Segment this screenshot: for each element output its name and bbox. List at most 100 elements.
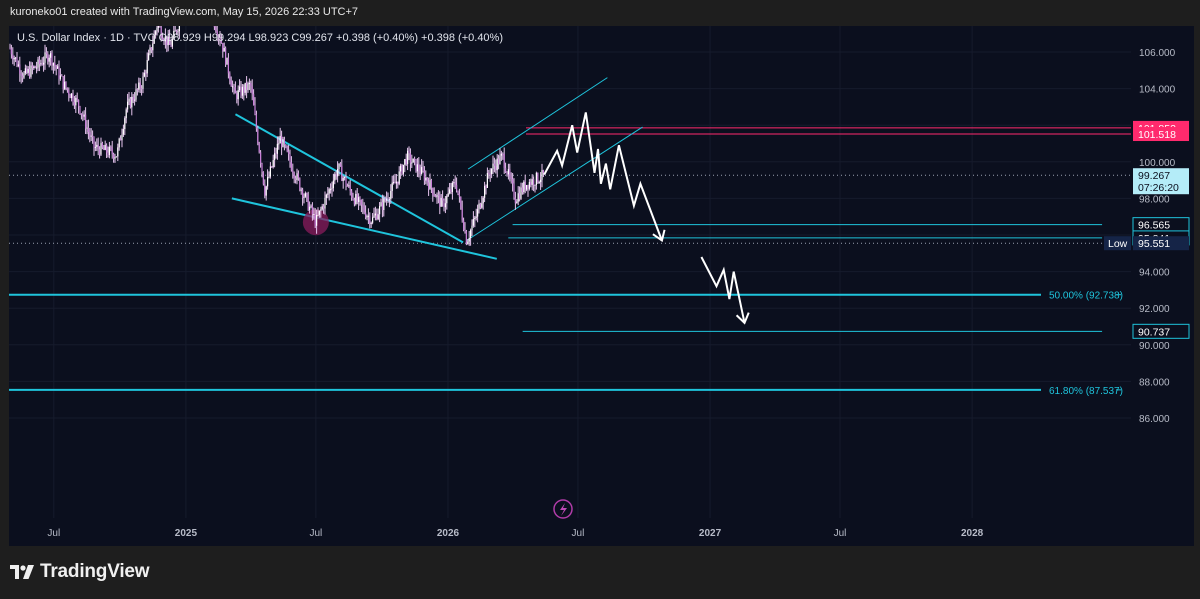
candle-body	[240, 86, 242, 96]
candle-body	[449, 189, 451, 194]
candle-body	[220, 41, 222, 44]
candle-body	[93, 136, 95, 148]
candle-body	[157, 26, 159, 28]
candle-body	[541, 170, 543, 180]
candle-body	[439, 195, 441, 207]
price-label: 101.518	[1138, 129, 1176, 141]
candle-body	[92, 135, 94, 137]
price-tag-box	[1104, 236, 1131, 251]
candle-body	[384, 198, 386, 201]
candle-body	[482, 197, 484, 204]
candle-body	[75, 97, 77, 106]
candle-body	[160, 26, 162, 38]
candle-body	[338, 163, 340, 170]
candle-body	[342, 177, 344, 181]
candle-body	[136, 89, 138, 91]
projection-path	[543, 112, 663, 241]
y-tick-label: 92.000	[1139, 304, 1170, 315]
candle-body	[407, 150, 409, 165]
projection-path-2-arrowhead	[735, 312, 750, 325]
y-tick-label: 94.000	[1139, 268, 1170, 279]
candle-body	[355, 193, 357, 205]
candle-body	[139, 82, 141, 89]
candle-body	[232, 86, 234, 88]
lightning-icon-ring	[553, 499, 573, 519]
candle-body	[167, 36, 169, 46]
candle-body	[520, 187, 522, 199]
candle-body	[540, 179, 542, 183]
candle-body	[335, 174, 337, 177]
lightning-icon-bolt	[560, 503, 567, 516]
candle-body	[390, 190, 392, 200]
footer: TradingView	[0, 546, 1200, 599]
candle-body	[436, 194, 438, 198]
chart-panel[interactable]: 50.00% (92.738) 61.80% (87.537) U.S. Dolla…	[9, 26, 1194, 546]
candle-body	[472, 219, 474, 226]
candle-body	[155, 31, 157, 35]
candle-body	[492, 163, 494, 169]
candle-body	[387, 198, 389, 201]
candle-body	[451, 182, 453, 192]
candle-body	[348, 185, 350, 187]
candle-body	[281, 135, 283, 148]
candle-body	[87, 127, 89, 133]
candle-body	[498, 158, 500, 165]
candle-body	[141, 88, 143, 90]
attribution-text: kuroneko01 created with TradingView.com,…	[10, 6, 359, 18]
candle-body	[36, 67, 38, 69]
candle-body	[481, 203, 483, 208]
price-chart[interactable]: 50.00% (92.738) 61.80% (87.537) U.S. Dolla…	[9, 26, 1194, 546]
candle-body	[43, 62, 45, 65]
candle-body	[513, 183, 515, 198]
candle-body	[26, 68, 28, 73]
candle-body	[261, 163, 263, 172]
candle-body	[397, 181, 399, 184]
candle-body	[72, 93, 74, 103]
candle-body	[527, 185, 529, 189]
candle-body	[443, 200, 445, 208]
candle-body	[121, 134, 123, 141]
candle-body	[55, 65, 57, 69]
candle-body	[391, 182, 393, 191]
candle-body	[94, 146, 96, 148]
candle-body	[247, 83, 249, 91]
candle-body	[99, 149, 101, 155]
candle-body	[107, 152, 109, 156]
candle-body	[150, 47, 152, 51]
y-tick-label: 98.000	[1139, 194, 1170, 205]
price-label: 95.551	[1138, 238, 1170, 250]
candle-body	[376, 213, 378, 220]
highlight-circle	[302, 209, 329, 236]
candle-body	[457, 190, 459, 194]
candle-body	[258, 143, 260, 153]
candle-body	[170, 44, 172, 47]
candle-body	[134, 99, 136, 101]
candle-body	[254, 105, 256, 115]
candle-body	[311, 205, 313, 215]
candle-body	[265, 186, 267, 196]
candle-body	[149, 47, 151, 54]
candle-body	[419, 171, 421, 174]
candle-body	[166, 36, 168, 46]
candle-body	[282, 139, 284, 148]
candle-body	[495, 165, 497, 171]
candle-body	[58, 66, 60, 79]
candle-body	[400, 165, 402, 172]
candle-body	[12, 54, 14, 60]
candle-body	[110, 146, 112, 149]
candle-body	[219, 36, 221, 42]
candle-body	[83, 114, 85, 117]
candle-body	[146, 60, 148, 74]
candle-body	[404, 159, 406, 165]
candle-body	[268, 176, 270, 178]
candle-body	[523, 181, 525, 193]
candle-body	[80, 113, 82, 115]
candle-body	[535, 172, 537, 185]
candle-body	[152, 43, 154, 51]
candle-body	[138, 82, 140, 90]
candle-body	[171, 38, 173, 47]
candle-body	[57, 66, 59, 69]
candle-body	[401, 165, 403, 174]
price-label-box	[1133, 236, 1189, 251]
tradingview-logo[interactable]: TradingView	[10, 561, 150, 583]
